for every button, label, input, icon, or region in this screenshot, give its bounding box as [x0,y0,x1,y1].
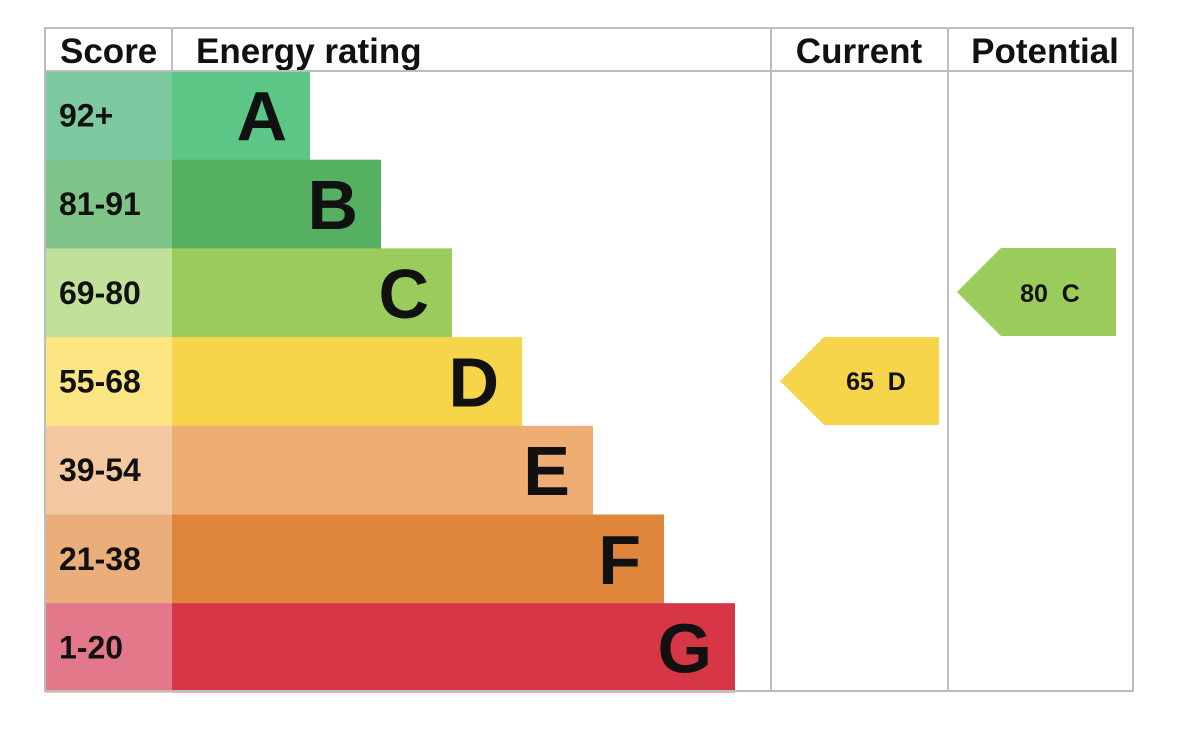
potential-arrow-shape [957,248,1116,336]
rating-band-g: 1-20 G [45,603,735,693]
rating-letter: E [523,432,570,510]
rating-bar [172,159,381,249]
rating-letter: G [658,610,712,688]
potential-rating-arrow: 80 C [957,248,1116,336]
table-grid [44,27,1134,692]
score-range-label: 39-54 [59,452,141,488]
rating-letter: F [598,521,641,599]
rating-letter: D [448,343,499,421]
score-range-label: 81-91 [59,186,141,222]
rating-bar [172,337,522,427]
current-arrow-shape [780,337,939,425]
rating-bands: 92+ A 81-91 B 69-80 C 55-68 D 39-54 E 21-38 F 1-20 G [45,71,735,693]
score-range-label: 69-80 [59,275,141,311]
score-cell [45,337,172,427]
rating-band-f: 21-38 F [45,514,664,604]
score-cell [45,248,172,338]
score-cell [45,514,172,604]
rating-band-b: 81-91 B [45,159,381,249]
potential-header: Potential [971,32,1119,71]
score-range-label: 55-68 [59,363,141,399]
score-cell [45,71,172,161]
potential-rating-label: 80 C [1020,280,1080,308]
score-header: Score [60,32,157,71]
rating-letter: B [307,166,358,244]
rating-band-e: 39-54 E [45,425,593,515]
current-header: Current [796,32,923,71]
energy-rating-header: Energy rating [196,32,422,71]
rating-bar [172,248,452,338]
rating-bar [172,514,664,604]
rating-band-c: 69-80 C [45,248,452,338]
current-rating-arrow: 65 D [780,337,939,425]
score-range-label: 92+ [59,97,113,133]
score-cell [45,159,172,249]
rating-band-a: 92+ A [45,71,310,161]
score-range-label: 21-38 [59,541,141,577]
rating-letter: A [236,77,287,155]
rating-letter: C [378,255,429,333]
score-range-label: 1-20 [59,630,123,666]
rating-bar [172,603,735,693]
score-cell [45,603,172,693]
current-rating-label: 65 D [846,368,906,396]
rating-bar [172,71,310,161]
rating-bar [172,425,593,515]
rating-band-d: 55-68 D [45,337,522,427]
score-cell [45,425,172,515]
